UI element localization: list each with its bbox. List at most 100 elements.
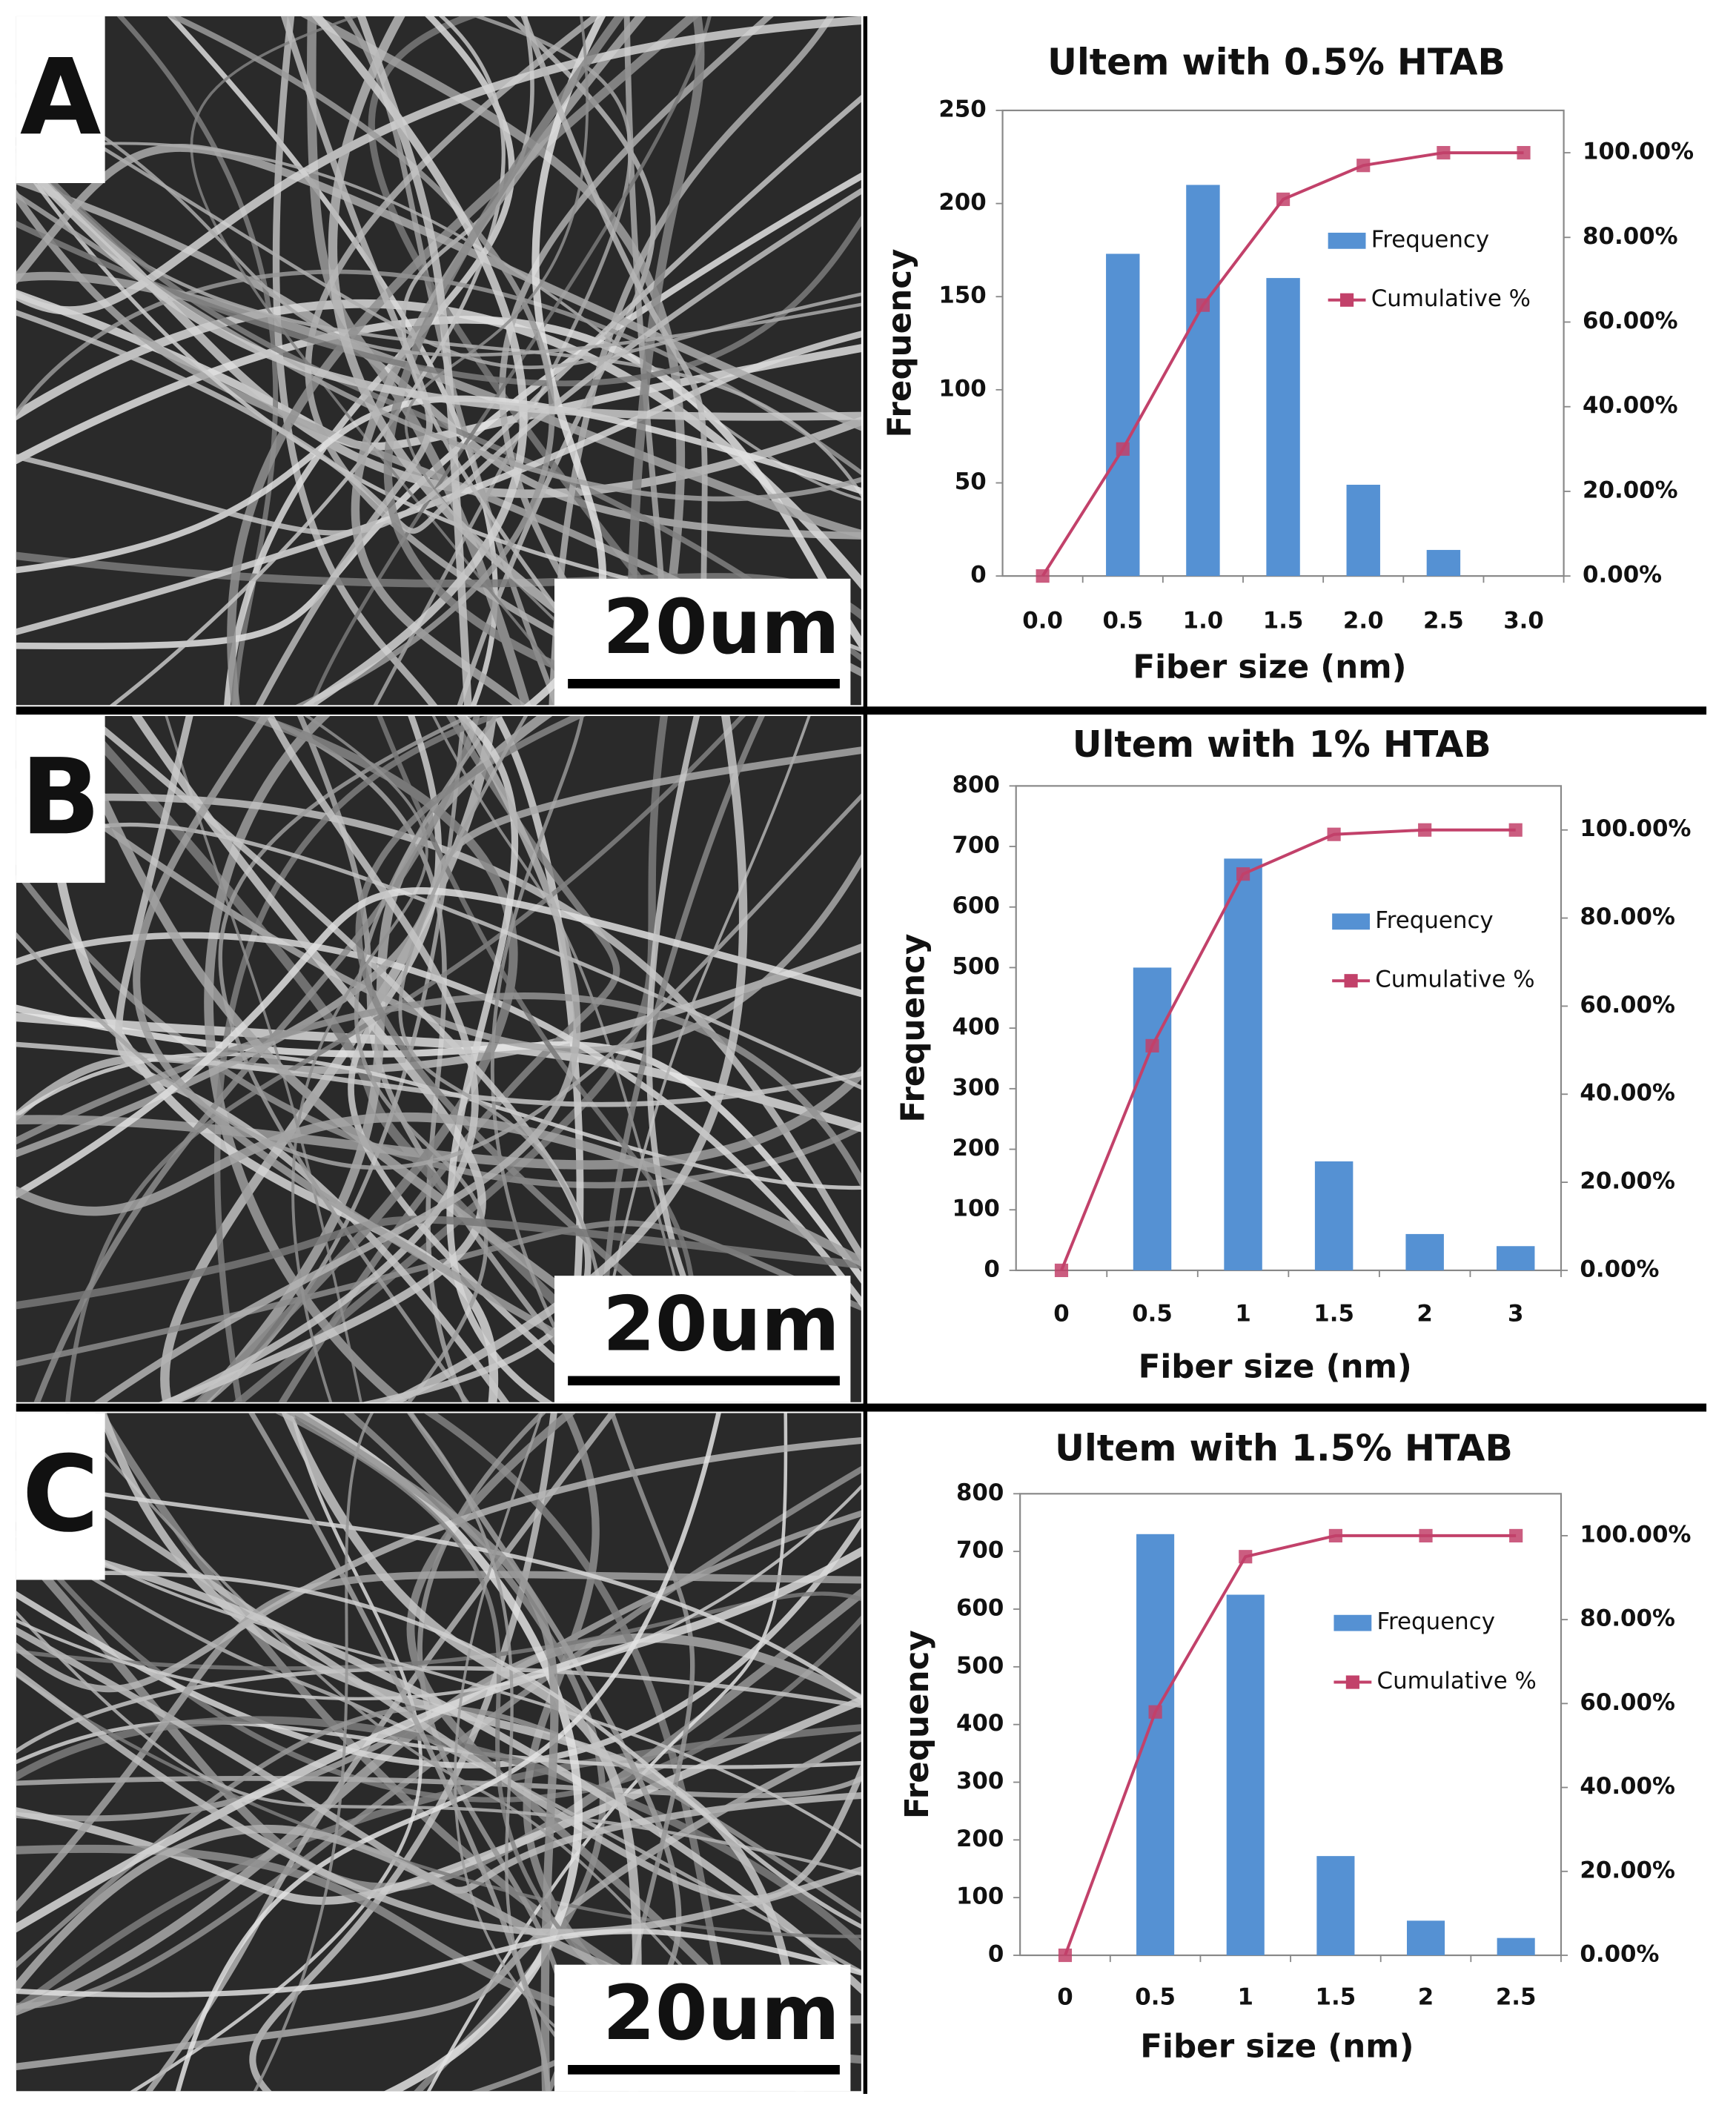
line-marker [1437, 145, 1451, 160]
line-marker [1327, 827, 1341, 841]
x-tick-label: 0 [1057, 1984, 1073, 2011]
fiber [16, 80, 861, 357]
legend-label: Frequency [1375, 907, 1493, 934]
y2-tick-label: 40.00% [1583, 392, 1678, 419]
y-tick-label: 500 [952, 953, 999, 980]
y-tick-label: 200 [952, 1135, 999, 1161]
line-marker [1036, 569, 1050, 583]
fiber [227, 16, 700, 706]
fiber [16, 1547, 861, 1933]
fiber [248, 1413, 551, 2092]
fiber [278, 715, 620, 1402]
bar [1405, 1233, 1444, 1270]
fiber [16, 1571, 861, 1929]
fiber [16, 150, 861, 421]
bar [1133, 967, 1172, 1270]
fiber [16, 188, 861, 534]
y-axis-title: Frequency [895, 934, 932, 1123]
fiber [307, 16, 531, 706]
x-tick-label: 1.5 [1316, 1984, 1356, 2011]
line-marker [1196, 298, 1210, 312]
x-tick-label: 0.5 [1132, 1300, 1173, 1327]
fiber [190, 16, 586, 706]
fiber [16, 144, 861, 431]
scale-bar-label: 20um [603, 1969, 840, 2057]
fiber [384, 715, 748, 1402]
y-tick-label: 300 [956, 1768, 1004, 1794]
fiber [16, 1216, 861, 1310]
fiber [16, 1112, 861, 1267]
fiber [16, 992, 861, 1189]
fiber [16, 760, 861, 1054]
fiber [490, 715, 597, 1402]
fiber [16, 191, 861, 502]
y-tick-label: 150 [938, 282, 986, 309]
fiber [520, 16, 708, 706]
y-axis-title: Frequency [899, 1630, 936, 1819]
label-box [16, 715, 105, 884]
fiber [193, 715, 518, 1402]
label-box [16, 16, 105, 184]
line-marker [1148, 1705, 1162, 1719]
y-tick-label: 0 [988, 1941, 1004, 1968]
fiber [16, 1516, 861, 1768]
sem-image [16, 16, 861, 706]
fiber [16, 1591, 861, 1671]
bar [1186, 185, 1220, 577]
fiber [16, 1716, 861, 1952]
x-tick-label: 0.5 [1135, 1984, 1176, 2011]
bar [1226, 1594, 1265, 1956]
y2-tick-label: 40.00% [1580, 1080, 1675, 1107]
x-tick-label: 0 [1053, 1300, 1069, 1327]
fiber [16, 1667, 861, 1936]
line-marker [1239, 1550, 1253, 1564]
x-tick-label: 3.0 [1503, 607, 1544, 634]
y2-tick-label: 20.00% [1583, 477, 1678, 503]
fiber [16, 1531, 861, 1975]
y2-tick-label: 60.00% [1583, 308, 1678, 334]
fiber [281, 1413, 642, 2092]
y-tick-label: 500 [956, 1652, 1004, 1679]
panel-label: B [21, 737, 101, 858]
y2-tick-label: 100.00% [1580, 815, 1691, 842]
chart-title: Ultem with 0.5% HTAB [1047, 42, 1505, 84]
legend-swatch [1328, 232, 1366, 249]
line-marker [1058, 1948, 1073, 1963]
y-tick-label: 400 [952, 1014, 999, 1041]
line-marker [1517, 145, 1531, 160]
line-marker [1236, 867, 1250, 881]
fiber [249, 1413, 557, 2092]
fiber [16, 1220, 861, 1367]
y2-tick-label: 80.00% [1583, 223, 1678, 250]
fiber [626, 16, 705, 706]
y2-tick-label: 60.00% [1580, 1689, 1675, 1716]
fiber [287, 1413, 559, 2092]
y-tick-label: 700 [952, 832, 999, 859]
line-marker [1509, 1528, 1523, 1542]
legend-label: Frequency [1377, 1608, 1495, 1635]
fiber [368, 16, 745, 706]
fiber [446, 715, 553, 1402]
bar [1406, 1920, 1445, 1956]
x-tick-label: 1.0 [1183, 607, 1224, 634]
panel-label: A [20, 37, 102, 159]
x-axis-title: Fiber size (nm) [1139, 1348, 1412, 1385]
fiber [600, 1413, 695, 2092]
line-marker [1419, 1528, 1433, 1542]
y-tick-label: 100 [956, 1883, 1004, 1910]
bar [1314, 1161, 1354, 1270]
cumulative-line [1064, 1534, 1517, 1956]
y-tick-label: 800 [952, 772, 999, 798]
x-tick-label: 2 [1417, 1300, 1432, 1327]
scale-bar-label: 20um [603, 1281, 840, 1368]
y-tick-label: 700 [956, 1537, 1004, 1564]
fiber [16, 271, 861, 539]
legend-label: Cumulative % [1371, 285, 1531, 312]
y-tick-label: 100 [952, 1196, 999, 1222]
legend-marker [1345, 1675, 1359, 1689]
y2-tick-label: 100.00% [1580, 1521, 1691, 1548]
x-tick-label: 0.0 [1022, 607, 1063, 634]
x-tick-label: 0.5 [1102, 607, 1143, 634]
fiber [16, 215, 861, 387]
fiber [145, 1413, 616, 2092]
